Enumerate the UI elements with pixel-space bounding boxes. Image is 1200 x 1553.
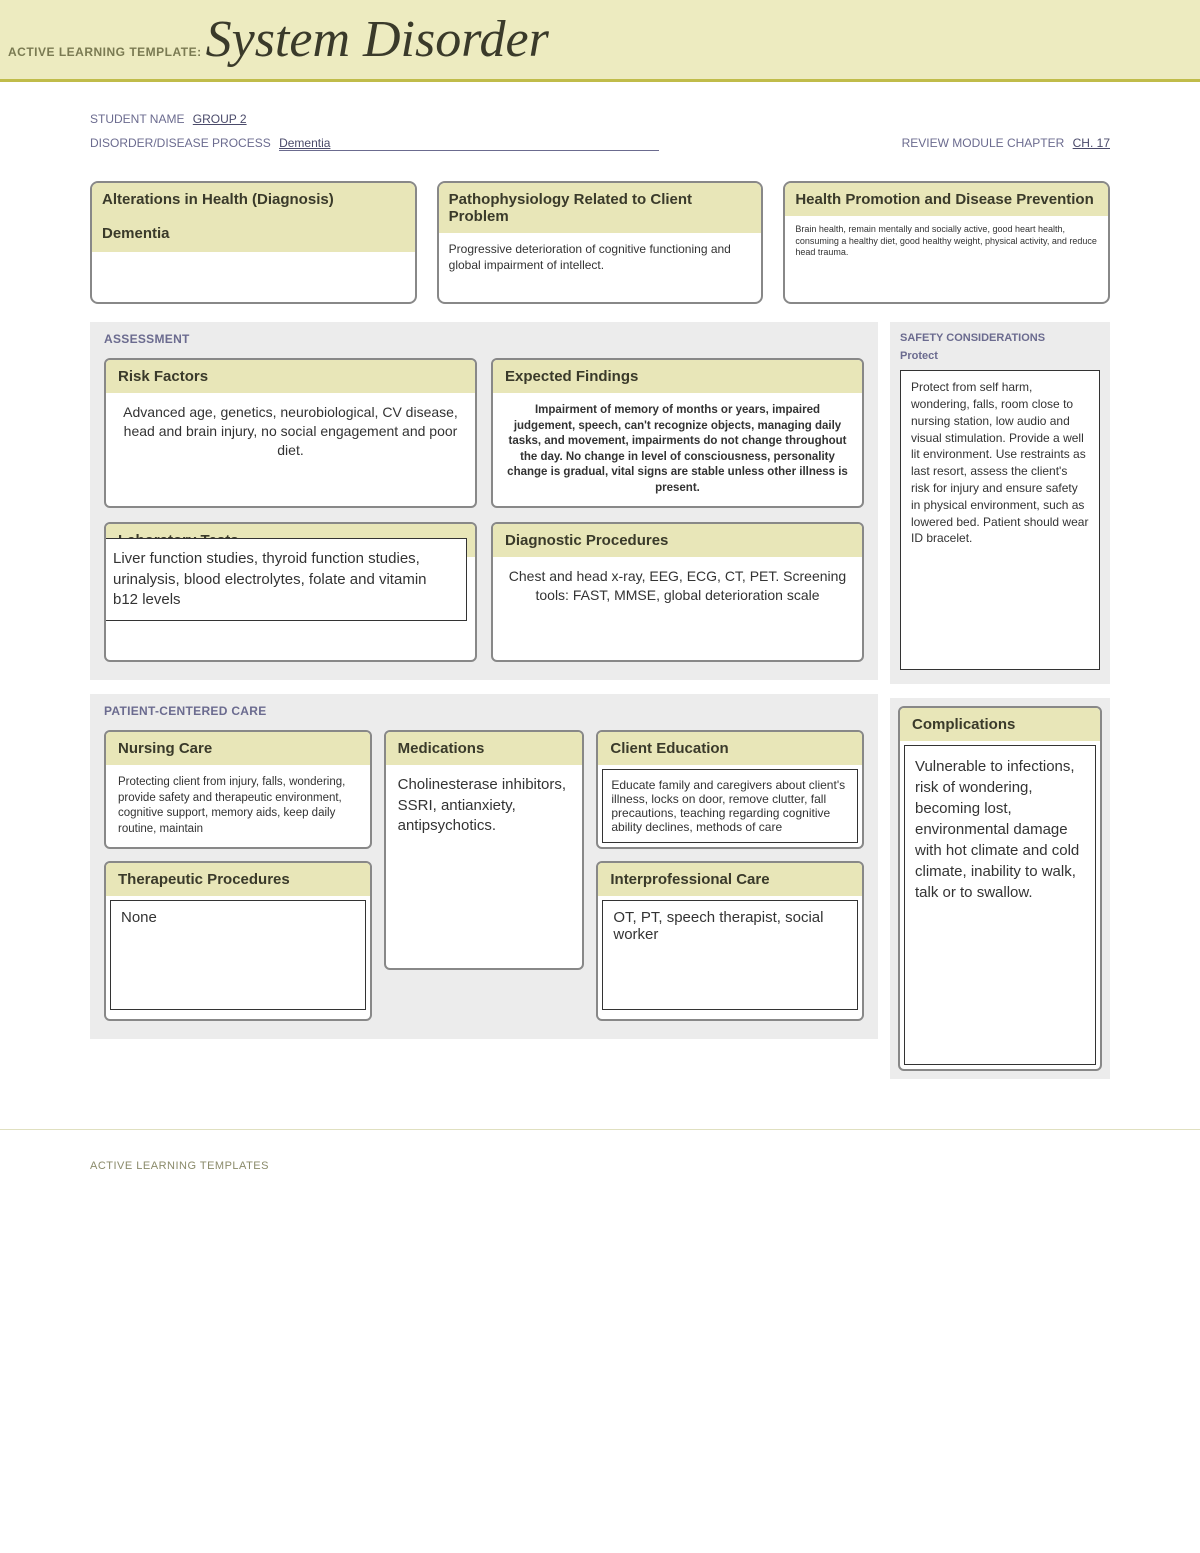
chapter-label: REVIEW MODULE CHAPTER <box>902 136 1065 150</box>
patient-care-label: PATIENT-CENTERED CARE <box>104 704 864 718</box>
risk-factors-title: Risk Factors <box>106 360 475 393</box>
therapeutic-procedures-card: Therapeutic Procedures None <box>104 861 372 1021</box>
safety-body: Protect from self harm, wondering, falls… <box>900 370 1100 670</box>
disorder-value: Dementia <box>279 136 659 151</box>
laboratory-tests-card: Laboratory Tests Liver function studies,… <box>104 522 477 662</box>
pathophysiology-body: Progressive deterioration of cognitive f… <box>439 233 762 281</box>
pathophysiology-title: Pathophysiology Related to Client Proble… <box>439 183 762 233</box>
disorder-field: DISORDER/DISEASE PROCESS Dementia <box>90 136 659 151</box>
top-three-cards: Alterations in Health (Diagnosis) Dement… <box>90 181 1110 304</box>
safety-label: SAFETY CONSIDERATIONS <box>900 332 1100 344</box>
chapter-value: CH. 17 <box>1073 136 1110 150</box>
health-promotion-body: Brain health, remain mentally and social… <box>785 216 1108 267</box>
nursing-care-card: Nursing Care Protecting client from inju… <box>104 730 372 849</box>
safety-section: SAFETY CONSIDERATIONS Protect Protect fr… <box>890 322 1110 684</box>
laboratory-tests-body: Liver function studies, thyroid function… <box>104 538 467 621</box>
alterations-title: Alterations in Health (Diagnosis) <box>92 183 415 216</box>
side-column: SAFETY CONSIDERATIONS Protect Protect fr… <box>890 322 1110 1079</box>
client-education-card: Client Education Educate family and care… <box>596 730 864 849</box>
banner-title: System Disorder <box>206 10 549 69</box>
left-column: ASSESSMENT Risk Factors Advanced age, ge… <box>90 322 878 1079</box>
patient-care-section: PATIENT-CENTERED CARE Nursing Care Prote… <box>90 694 878 1039</box>
client-education-body: Educate family and caregivers about clie… <box>602 769 858 843</box>
health-promotion-title: Health Promotion and Disease Prevention <box>785 183 1108 216</box>
pathophysiology-card: Pathophysiology Related to Client Proble… <box>437 181 764 304</box>
interprofessional-care-title: Interprofessional Care <box>598 863 862 896</box>
therapeutic-procedures-title: Therapeutic Procedures <box>106 863 370 896</box>
expected-findings-body: Impairment of memory of months or years,… <box>493 393 862 506</box>
main-grid: ASSESSMENT Risk Factors Advanced age, ge… <box>90 322 1110 1079</box>
content-area: STUDENT NAME GROUP 2 DISORDER/DISEASE PR… <box>0 82 1200 1089</box>
nursing-care-title: Nursing Care <box>106 732 370 765</box>
assessment-section: ASSESSMENT Risk Factors Advanced age, ge… <box>90 322 878 680</box>
risk-factors-body: Advanced age, genetics, neurobiological,… <box>106 393 475 470</box>
banner: ACTIVE LEARNING TEMPLATE: System Disorde… <box>0 0 1200 82</box>
medications-title: Medications <box>386 732 583 765</box>
header-fields: STUDENT NAME GROUP 2 DISORDER/DISEASE PR… <box>90 112 1110 151</box>
diagnostic-procedures-title: Diagnostic Procedures <box>493 524 862 557</box>
diagnostic-procedures-body: Chest and head x-ray, EEG, ECG, CT, PET.… <box>493 557 862 615</box>
student-name-label: STUDENT NAME <box>90 112 184 126</box>
nursing-care-body: Protecting client from injury, falls, wo… <box>106 765 370 847</box>
chapter-field: REVIEW MODULE CHAPTER CH. 17 <box>902 136 1110 151</box>
banner-label: ACTIVE LEARNING TEMPLATE: <box>8 45 202 59</box>
complications-section: Complications Vulnerable to infections, … <box>890 698 1110 1079</box>
expected-findings-card: Expected Findings Impairment of memory o… <box>491 358 864 508</box>
safety-subtitle: Protect <box>900 350 1100 362</box>
student-name-value: GROUP 2 <box>193 112 247 126</box>
therapeutic-procedures-body: None <box>110 900 366 1010</box>
assessment-label: ASSESSMENT <box>104 332 864 346</box>
complications-body: Vulnerable to infections, risk of wonder… <box>904 745 1096 1065</box>
expected-findings-title: Expected Findings <box>493 360 862 393</box>
footer-label: ACTIVE LEARNING TEMPLATES <box>0 1129 1200 1192</box>
student-name-field: STUDENT NAME GROUP 2 <box>90 112 247 126</box>
medications-card: Medications Cholinesterase inhibitors, S… <box>384 730 585 970</box>
alterations-body: Dementia <box>92 216 415 252</box>
diagnostic-procedures-card: Diagnostic Procedures Chest and head x-r… <box>491 522 864 662</box>
interprofessional-care-body: OT, PT, speech therapist, social worker <box>602 900 858 1010</box>
risk-factors-card: Risk Factors Advanced age, genetics, neu… <box>104 358 477 508</box>
interprofessional-care-card: Interprofessional Care OT, PT, speech th… <box>596 861 864 1021</box>
health-promotion-card: Health Promotion and Disease Prevention … <box>783 181 1110 304</box>
client-education-title: Client Education <box>598 732 862 765</box>
alterations-card: Alterations in Health (Diagnosis) Dement… <box>90 181 417 304</box>
complications-title: Complications <box>900 708 1100 741</box>
complications-card: Complications Vulnerable to infections, … <box>898 706 1102 1071</box>
disorder-label: DISORDER/DISEASE PROCESS <box>90 136 271 150</box>
medications-body: Cholinesterase inhibitors, SSRI, antianx… <box>386 765 583 846</box>
